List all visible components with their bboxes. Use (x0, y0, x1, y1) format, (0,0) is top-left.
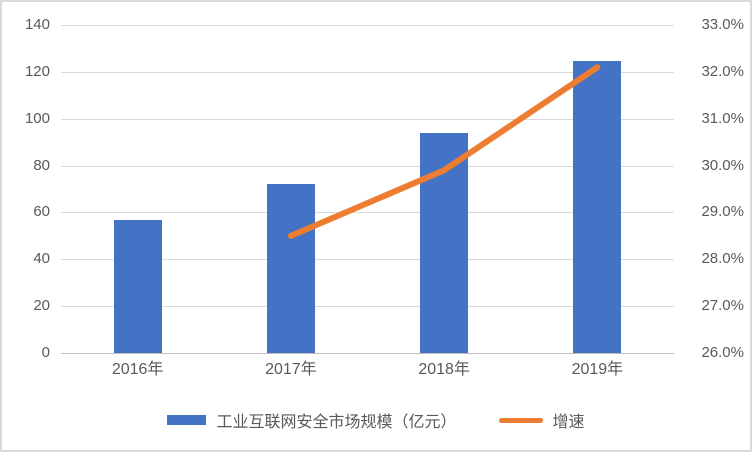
growth-line-layer (287, 64, 601, 239)
left-tick-100: 100 (24, 109, 50, 127)
x-label-2019年: 2019年 (571, 361, 624, 378)
left-tick-140: 140 (24, 16, 50, 33)
legend-label-market-size: 工业互联网安全市场规模（亿元） (216, 414, 457, 431)
gridline-80 (61, 165, 674, 167)
left-tick-0: 0 (41, 344, 50, 361)
gridline-0 (61, 353, 674, 354)
gridline-20 (61, 306, 674, 308)
left-tick-60: 60 (33, 203, 50, 221)
right-tick-32.0%: 32.0% (701, 62, 744, 80)
left-tick-80: 80 (33, 156, 50, 174)
legend-label-growth: 增速 (552, 414, 585, 431)
plot-area (61, 25, 674, 354)
left-tick-40: 40 (33, 250, 50, 268)
right-tick-31.0%: 31.0% (701, 109, 744, 127)
line-series-swatch (498, 417, 543, 423)
gridline-140 (61, 25, 674, 26)
right-tick-26.0%: 26.0% (701, 344, 744, 361)
right-tick-27.0%: 27.0% (701, 297, 744, 315)
right-tick-28.0%: 28.0% (701, 250, 744, 268)
gridline-100 (61, 118, 674, 120)
legend: 工业互联网安全市场规模（亿元） 增速 (2, 408, 750, 432)
bar-series-swatch (167, 415, 207, 425)
right-tick-33.0%: 33.0% (701, 16, 744, 33)
x-label-2016年: 2016年 (111, 361, 164, 378)
bar-2017年 (266, 183, 315, 353)
gridline-60 (61, 212, 674, 214)
gridline-40 (61, 259, 674, 261)
left-tick-120: 120 (24, 62, 50, 80)
growth-line (287, 64, 601, 239)
gridline-120 (61, 71, 674, 73)
bar-2016年 (113, 220, 162, 353)
bar-2019年 (573, 61, 622, 353)
x-label-2018年: 2018年 (418, 361, 470, 378)
legend-item-market-size: 工业互联网安全市场规模（亿元） (167, 408, 457, 432)
legend-item-growth: 增速 (498, 408, 585, 432)
x-label-2017年: 2017年 (265, 361, 317, 378)
right-tick-30.0%: 30.0% (701, 156, 744, 174)
left-tick-20: 20 (33, 297, 50, 315)
right-tick-29.0%: 29.0% (701, 203, 744, 221)
